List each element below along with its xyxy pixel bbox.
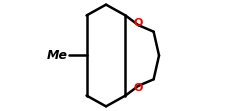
Text: O: O	[133, 18, 143, 28]
Text: Me: Me	[47, 49, 68, 62]
Text: O: O	[133, 83, 143, 93]
